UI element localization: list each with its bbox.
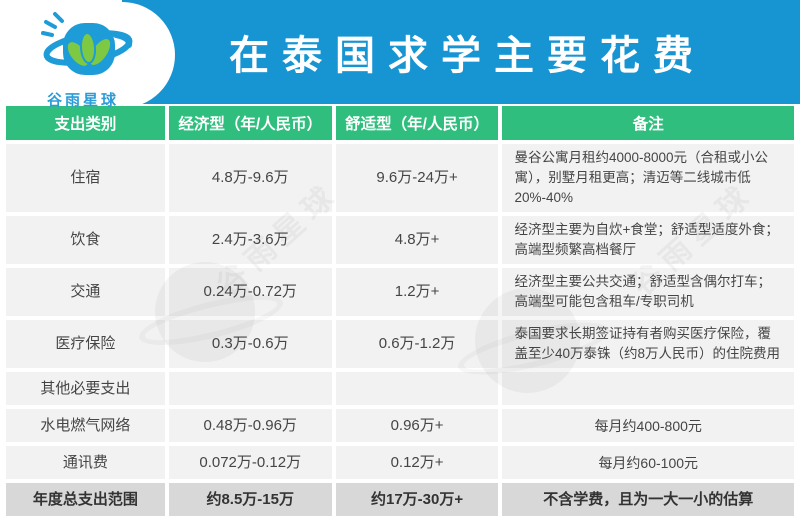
category-cell: 饮食 [6, 216, 165, 264]
economy-cell: 0.24万-0.72万 [168, 268, 332, 316]
note-cell: 泰国要求长期签证持有者购买医疗保险，覆盖至少40万泰铢（约8万人民币）的住院费用 [502, 320, 794, 368]
comfort-cell: 0.12万+ [335, 446, 499, 479]
table-row: 交通 0.24万-0.72万 1.2万+ 经济型主要公共交通；舒适型含偶尔打车；高端型… [6, 268, 794, 316]
table-row: 住宿 4.8万-9.6万 9.6万-24万+ 曼谷公寓月租约4000-8000元（合租… [6, 144, 794, 212]
economy-cell: 0.3万-0.6万 [168, 320, 332, 368]
category-cell: 住宿 [6, 144, 165, 212]
category-cell: 交通 [6, 268, 165, 316]
economy-cell: 2.4万-3.6万 [168, 216, 332, 264]
column-header: 经济型（年/人民币） [168, 106, 332, 140]
table-row: 其他必要支出 [6, 372, 794, 405]
category-cell: 年度总支出范围 [6, 483, 165, 516]
summary-row: 年度总支出范围 约8.5万-15万 约17万-30万+ 不含学费，且为一大一小的估算 [6, 483, 794, 516]
category-cell: 医疗保险 [6, 320, 165, 368]
comfort-cell: 4.8万+ [335, 216, 499, 264]
column-header: 舒适型（年/人民币） [335, 106, 499, 140]
economy-cell [168, 372, 332, 405]
economy-cell: 4.8万-9.6万 [168, 144, 332, 212]
cost-table: 支出类别 经济型（年/人民币） 舒适型（年/人民币） 备注 住宿 4.8万-9.6万 9.… [2, 102, 798, 520]
table-row: 通讯费 0.072万-0.12万 0.12万+ 每月约60-100元 [6, 446, 794, 479]
note-cell: 不含学费，且为一大一小的估算 [502, 483, 794, 516]
note-cell: 每月约400-800元 [502, 409, 794, 442]
column-header: 支出类别 [6, 106, 165, 140]
table-row: 饮食 2.4万-3.6万 4.8万+ 经济型主要为自炊+食堂；舒适型适度外食；高端型频… [6, 216, 794, 264]
category-cell: 其他必要支出 [6, 372, 165, 405]
category-cell: 水电燃气网络 [6, 409, 165, 442]
note-cell: 经济型主要为自炊+食堂；舒适型适度外食；高端型频繁高档餐厅 [502, 216, 794, 264]
economy-cell: 约8.5万-15万 [168, 483, 332, 516]
brand-logo: 谷雨星球 [8, 2, 158, 109]
comfort-cell: 0.6万-1.2万 [335, 320, 499, 368]
brand-name: 谷雨星球 [46, 92, 119, 109]
note-cell: 曼谷公寓月租约4000-8000元（合租或小公寓），别墅月租更高；清迈等二线城市… [502, 144, 794, 212]
comfort-cell [335, 372, 499, 405]
page-title: 在泰国求学主要花费 [229, 34, 706, 78]
economy-cell: 0.072万-0.12万 [168, 446, 332, 479]
table-row: 水电燃气网络 0.48万-0.96万 0.96万+ 每月约400-800元 [6, 409, 794, 442]
planet-logo-icon [41, 12, 133, 75]
note-cell: 每月约60-100元 [502, 446, 794, 479]
category-cell: 通讯费 [6, 446, 165, 479]
economy-cell: 0.48万-0.96万 [168, 409, 332, 442]
comfort-cell: 0.96万+ [335, 409, 499, 442]
table-row: 医疗保险 0.3万-0.6万 0.6万-1.2万 泰国要求长期签证持有者购买医疗保险，… [6, 320, 794, 368]
note-cell: 经济型主要公共交通；舒适型含偶尔打车；高端型可能包含租车/专职司机 [502, 268, 794, 316]
note-cell [502, 372, 794, 405]
title-banner: 在泰国求学主要花费 [69, 0, 800, 108]
comfort-cell: 9.6万-24万+ [335, 144, 499, 212]
comfort-cell: 1.2万+ [335, 268, 499, 316]
comfort-cell: 约17万-30万+ [335, 483, 499, 516]
table-header-row: 支出类别 经济型（年/人民币） 舒适型（年/人民币） 备注 [6, 106, 794, 140]
column-header: 备注 [502, 106, 794, 140]
